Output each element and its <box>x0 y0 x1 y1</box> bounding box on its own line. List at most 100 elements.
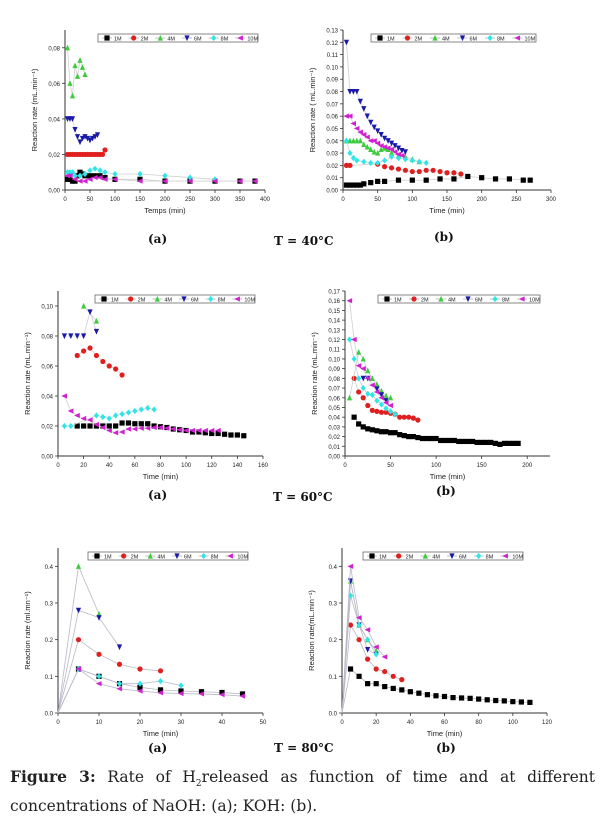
data-point-1M <box>424 435 430 442</box>
data-point-2M <box>388 165 395 171</box>
series-2M <box>57 637 164 714</box>
x-tick-label: 40 <box>106 463 113 469</box>
x-tick-label: 160 <box>258 463 269 469</box>
data-point-10M <box>374 140 381 146</box>
y-tick-label: 0.12 <box>326 41 338 47</box>
series-6M <box>64 116 101 146</box>
data-point-10M <box>91 174 98 181</box>
data-point-4M <box>361 141 367 148</box>
data-point-6M <box>87 309 93 316</box>
legend-label-1M: 1M <box>111 297 119 303</box>
x-tick-label: 100 <box>110 197 121 203</box>
data-point-8M <box>61 422 68 430</box>
series-10M <box>64 173 258 184</box>
legend: 1M 2M 4M 6M 8M 10M <box>87 551 248 561</box>
data-point-10M <box>251 178 258 184</box>
y-tick-label: 0.01 <box>326 176 338 182</box>
data-point-4M <box>371 148 377 155</box>
y-tick-label: 0.03 <box>326 152 338 158</box>
data-point-1M <box>460 438 467 445</box>
legend-label-10M: 10M <box>244 297 255 303</box>
data-point-2M <box>347 162 353 168</box>
legend-label-2M: 2M <box>138 297 146 303</box>
data-point-1M <box>189 429 196 435</box>
series-line-6M <box>346 42 406 153</box>
data-point-6M <box>74 134 81 140</box>
data-point-2M <box>365 402 371 409</box>
y-tick-label: 0.4 <box>329 565 338 571</box>
data-point-1M <box>137 176 143 182</box>
data-point-2M <box>87 345 93 351</box>
legend-marker-4M <box>438 295 444 302</box>
y-tick-label: 0,04 <box>328 416 340 422</box>
legend-marker-4M <box>432 34 438 41</box>
data-point-1M <box>423 177 429 183</box>
legend-label-4M: 4M <box>432 554 440 560</box>
data-point-1M <box>350 182 356 188</box>
data-point-4M <box>368 146 374 152</box>
data-point-1M <box>119 420 125 426</box>
series-line-10M <box>341 566 386 714</box>
series-2M <box>341 622 405 714</box>
data-point-1M <box>401 433 407 439</box>
data-point-2M <box>406 414 412 420</box>
data-point-10M <box>86 417 93 423</box>
data-point-2M <box>374 408 380 414</box>
data-point-1M <box>365 426 371 432</box>
x-tick-label: 350 <box>235 197 246 203</box>
data-point-6M <box>378 392 385 398</box>
data-point-6M <box>382 135 388 142</box>
data-point-6M <box>371 124 377 131</box>
y-tick-label: 0,08 <box>328 377 340 383</box>
legend-label-10M: 10M <box>525 36 536 42</box>
data-point-4M <box>378 387 385 394</box>
data-point-6M <box>68 333 74 340</box>
chart-svg-naoh-80: 0.0 0.1 0.2 0.3 0.4 0 10 20 30 40 50 Time (min) Reac… <box>23 548 267 738</box>
data-point-1M <box>458 695 465 701</box>
data-point-10M <box>369 382 375 388</box>
legend-label-2M: 2M <box>415 36 423 42</box>
legend-label-10M: 10M <box>529 297 540 303</box>
data-point-1M <box>506 440 512 446</box>
data-point-1M <box>382 178 388 184</box>
data-point-1M <box>239 691 246 697</box>
legend-marker-4M <box>422 552 428 559</box>
data-point-6M <box>96 615 102 621</box>
legend: 1M 2M 4M 6M 8M 10M <box>94 294 255 304</box>
data-point-10M <box>136 688 143 694</box>
data-point-1M <box>125 420 132 426</box>
data-point-8M <box>346 336 353 343</box>
y-tick-label: 0,08 <box>48 46 60 52</box>
legend-label-1M: 1M <box>114 36 122 42</box>
data-point-1M <box>87 423 93 429</box>
x-tick-label: 0 <box>63 197 67 203</box>
data-point-10M <box>177 690 184 697</box>
data-point-4M <box>77 57 83 63</box>
y-tick-label: 0.2 <box>45 638 54 644</box>
data-point-1M <box>433 435 439 442</box>
data-point-6M <box>75 607 82 614</box>
data-point-10M <box>111 176 118 182</box>
data-point-6M <box>392 143 398 149</box>
data-point-10M <box>398 152 405 159</box>
data-point-10M <box>236 178 243 184</box>
y-axis-label: Reaction rate (mL.min⁻¹) <box>23 332 32 415</box>
data-point-10M <box>373 644 379 650</box>
data-point-6M <box>385 138 391 144</box>
x-tick-label: 50 <box>87 197 94 203</box>
legend-label-6M: 6M <box>184 554 192 560</box>
data-point-1M <box>395 177 402 183</box>
data-point-10M <box>99 424 106 431</box>
data-point-6M <box>375 128 381 135</box>
data-point-6M <box>82 134 88 140</box>
x-tick-label: 200 <box>522 463 533 469</box>
y-tick-label: 0.0 <box>329 712 338 718</box>
data-point-1M <box>215 430 221 437</box>
y-tick-label: 0.07 <box>326 102 338 108</box>
data-point-1M <box>198 689 205 695</box>
data-point-10M <box>391 149 398 155</box>
data-point-10M <box>189 427 196 434</box>
data-point-8M <box>69 169 76 176</box>
data-point-10M <box>346 298 353 304</box>
data-point-2M <box>373 666 379 672</box>
